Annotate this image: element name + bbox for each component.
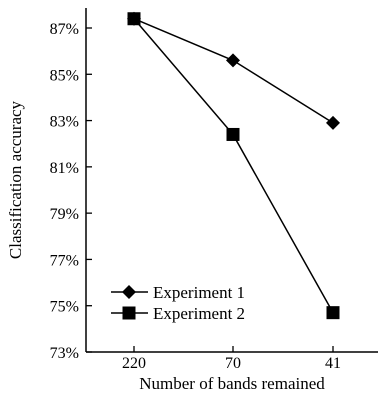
x-tick-label: 220 — [122, 355, 146, 372]
y-axis: 73% 75% 77% 79% 81% 83% 85% 87% — [50, 8, 92, 362]
series-1 — [127, 11, 340, 130]
y-tick-label: 79% — [50, 206, 79, 223]
series-group — [127, 11, 340, 320]
x-tick-group: 220 70 41 — [122, 346, 341, 372]
series-line — [133, 18, 334, 124]
y-tick-label: 87% — [50, 21, 79, 38]
y-tick-group: 73% 75% 77% 79% 81% 83% 85% 87% — [50, 21, 92, 362]
series-2 — [127, 12, 340, 320]
x-tick-label: 41 — [325, 355, 341, 372]
y-axis-title: Classification accuracy — [6, 100, 25, 259]
y-tick-label: 81% — [50, 160, 79, 177]
legend-label: Experiment 2 — [153, 304, 245, 323]
y-tick-label: 85% — [50, 67, 79, 84]
legend-marker — [122, 285, 136, 299]
data-point — [226, 53, 240, 68]
x-axis-title: Number of bands remained — [139, 374, 325, 393]
y-tick-label: 75% — [50, 299, 79, 316]
legend-marker — [122, 306, 136, 320]
y-tick-label: 73% — [50, 345, 79, 362]
data-point — [326, 306, 340, 320]
y-tick-label: 77% — [50, 252, 79, 269]
legend-label: Experiment 1 — [153, 283, 245, 302]
x-axis: 220 70 41 — [86, 346, 378, 372]
x-tick-label: 70 — [225, 355, 241, 372]
data-point — [326, 115, 340, 130]
y-tick-label: 83% — [50, 114, 79, 131]
data-point — [226, 127, 240, 141]
legend: Experiment 1 Experiment 2 — [111, 283, 245, 323]
legend-item: Experiment 1 — [111, 283, 245, 302]
legend-item: Experiment 2 — [111, 304, 245, 323]
data-point — [127, 12, 141, 26]
